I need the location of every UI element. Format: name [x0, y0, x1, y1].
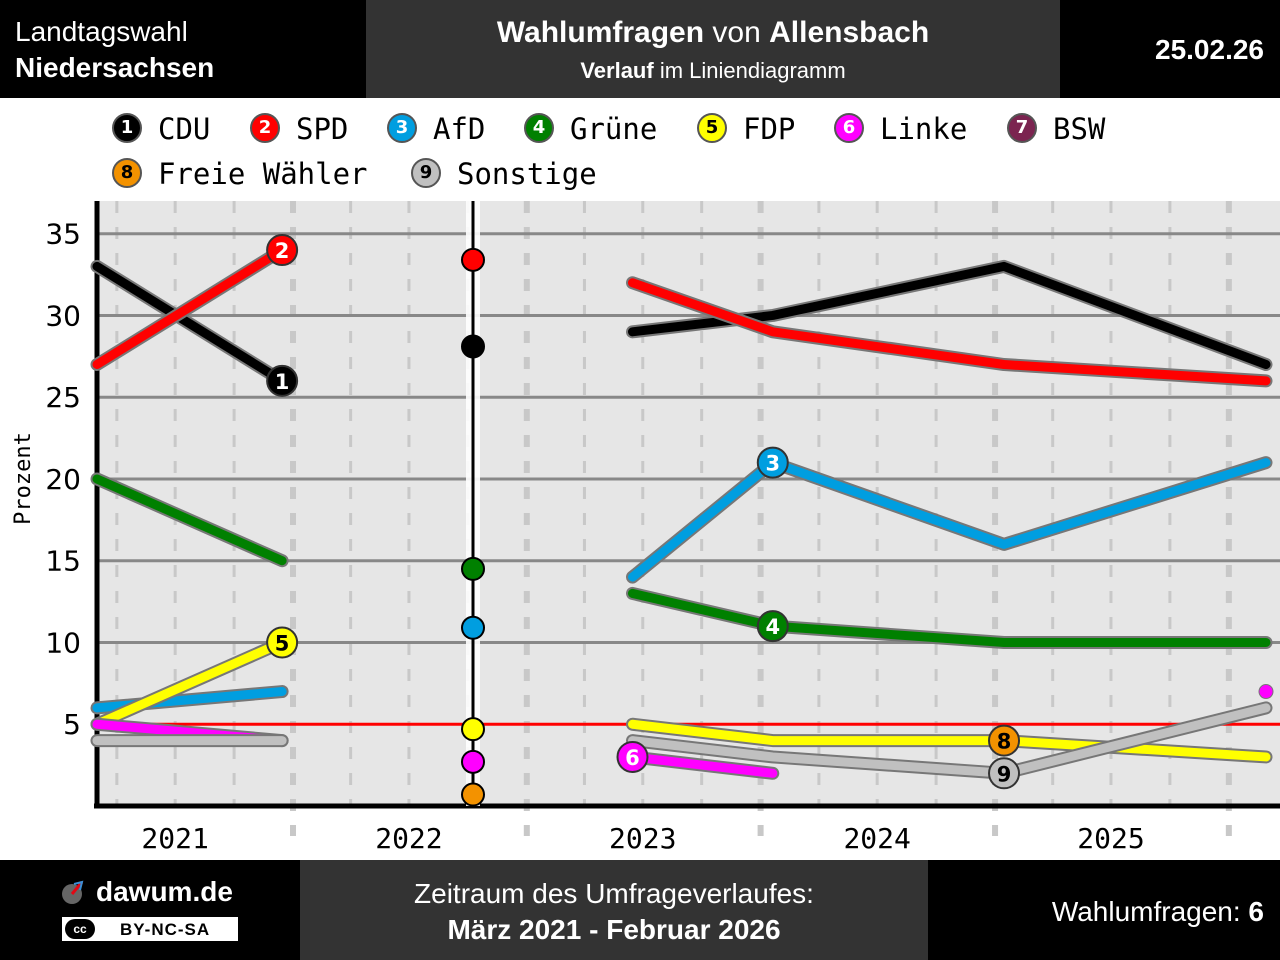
legend-marker: 2 [250, 113, 280, 143]
series-marker [266, 626, 299, 659]
election-type: Landtagswahl [15, 16, 188, 47]
subtitle-rest: im Liniendiagramm [653, 58, 846, 83]
period-value: März 2021 - Februar 2026 [447, 914, 781, 945]
series-line-linke [627, 752, 778, 778]
series-marker [756, 610, 789, 643]
poll-count: Wahlumfragen: 6 [1052, 896, 1264, 928]
plot-background [97, 201, 1280, 806]
series-line-gr-ne [92, 474, 287, 566]
series-marker-label: 9 [997, 762, 1012, 786]
legend-label: Sonstige [457, 157, 597, 191]
series-marker-label: 8 [997, 730, 1012, 754]
y-tick-label: 20 [45, 463, 81, 496]
x-tick-label: 2022 [375, 822, 442, 855]
y-tick-label: 35 [45, 218, 81, 251]
y-tick-label: 5 [63, 708, 81, 741]
series-marker-label: 5 [275, 631, 290, 655]
legend-marker: 4 [524, 113, 554, 143]
date-panel: 25.02.26 [1060, 0, 1280, 98]
data-point [1258, 684, 1274, 700]
legend-label: Grüne [570, 112, 658, 146]
poll-count-label: Wahlumfragen: [1051, 896, 1249, 927]
title-von: von [704, 16, 770, 49]
brand-link[interactable]: dawum.de [96, 876, 233, 907]
election-result-point [461, 247, 486, 272]
series-marker [616, 740, 649, 773]
title-institute: Allensbach [769, 16, 930, 49]
series-marker-label: 4 [765, 615, 780, 639]
series-line-cdu [627, 261, 1271, 370]
series-line-gr-ne [627, 588, 1271, 647]
election-result-point [461, 334, 486, 359]
x-tick-label: 2024 [843, 822, 910, 855]
election-result-point [461, 782, 486, 807]
legend-label: FDP [743, 112, 796, 146]
date-label: 25.02.26 [1155, 34, 1264, 65]
series-marker [756, 446, 789, 479]
legend-label: Linke [880, 112, 968, 146]
series-line-cdu [92, 261, 287, 386]
region-panel: Landtagswahl Niedersachsen [0, 0, 366, 98]
series-marker-label: 2 [275, 239, 290, 263]
series-marker-label: 6 [625, 746, 640, 770]
series-marker [266, 364, 299, 397]
count-panel: Wahlumfragen: 6 [928, 860, 1280, 960]
period-panel: Zeitraum des Umfrageverlaufes: März 2021… [300, 860, 928, 960]
election-result-point [461, 556, 486, 581]
period-label: Zeitraum des Umfrageverlaufes: [414, 878, 814, 909]
election-result-point [461, 749, 486, 774]
legend-marker: 9 [411, 158, 441, 188]
poll-count-value: 6 [1248, 896, 1264, 927]
series-marker [988, 724, 1021, 757]
series-line-fdp [92, 637, 287, 729]
chart-subtitle: Verlauf im Liniendiagramm [366, 58, 1060, 84]
series-marker-label: 3 [765, 452, 780, 476]
legend-label: AfD [433, 112, 486, 146]
x-tick-label: 2025 [1077, 822, 1144, 855]
y-tick-label: 15 [45, 545, 81, 578]
legend: 1 CDU 2 SPD 3 AfD 4 Grüne 5 FDP 6 Linke 7 BSW 8 Freie W… [0, 100, 1280, 200]
license-badge[interactable]: cc BY-NC-SA [60, 915, 240, 943]
legend-marker: 6 [834, 113, 864, 143]
y-tick-label: 10 [45, 626, 81, 659]
header-bar: Landtagswahl Niedersachsen Wahlumfragen … [0, 0, 1280, 98]
election-result-point [461, 615, 486, 640]
brand-panel: dawum.de cc BY-NC-SA [0, 860, 300, 960]
x-tick-label: 2023 [609, 822, 676, 855]
chart-title: Wahlumfragen von Allensbach [366, 16, 1060, 50]
cc-icon: cc [65, 919, 95, 939]
legend-label: SPD [296, 112, 349, 146]
dawum-logo-icon [62, 880, 84, 904]
series-marker-label: 1 [275, 370, 290, 394]
license-text: BY-NC-SA [120, 920, 211, 939]
series-line-sonstige [627, 703, 1271, 778]
y-tick-label: 25 [45, 381, 81, 414]
footer-bar: dawum.de cc BY-NC-SA Zeitraum des Umfrag… [0, 860, 1280, 960]
y-tick-label: 30 [45, 299, 81, 332]
region-name: Niedersachsen [15, 52, 215, 83]
series-marker [988, 757, 1021, 790]
series-line-fdp [627, 719, 1271, 762]
series-marker [266, 234, 299, 267]
title-panel: Wahlumfragen von Allensbach Verlauf im L… [366, 0, 1060, 98]
x-tick-label: 2021 [141, 822, 208, 855]
legend-marker: 7 [1007, 113, 1037, 143]
legend-label: BSW [1053, 112, 1106, 146]
title-polls: Wahlumfragen [496, 16, 705, 49]
legend-marker: 1 [112, 113, 142, 143]
legend-marker: 5 [697, 113, 727, 143]
legend-label: Freie Wähler [158, 157, 368, 191]
legend-label: CDU [158, 112, 211, 146]
legend-marker: 3 [387, 113, 417, 143]
series-line-afd [627, 458, 1271, 582]
series-line-spd [92, 245, 287, 370]
election-result-point [461, 717, 486, 742]
subtitle-verlauf: Verlauf [580, 58, 654, 83]
series-line-spd [627, 278, 1271, 386]
y-axis-label: Prozent [11, 432, 36, 525]
legend-marker: 8 [112, 158, 142, 188]
